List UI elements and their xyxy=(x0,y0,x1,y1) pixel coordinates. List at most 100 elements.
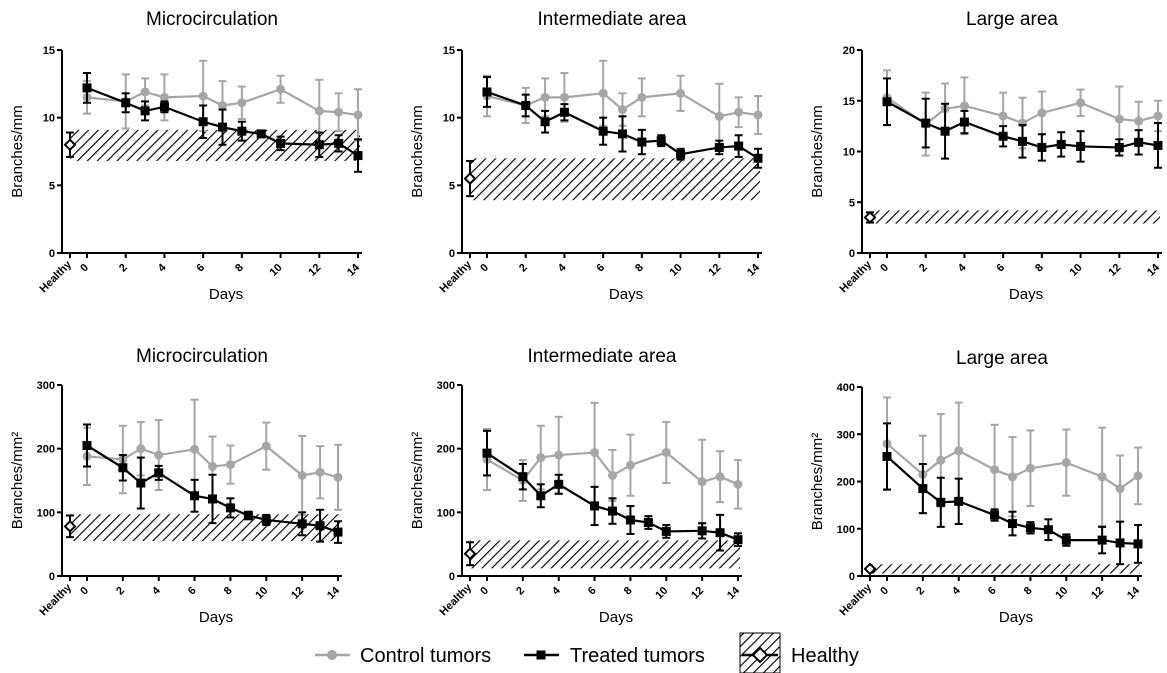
data-point-treated xyxy=(656,136,666,146)
y-tick-label: 10 xyxy=(443,113,455,125)
data-point-treated xyxy=(936,497,946,507)
x-tick-label: 12 xyxy=(306,262,323,279)
x-tick-label: 14 xyxy=(345,261,363,279)
chart-panel-3: Large area 0 5 10 15 20 Healthy 0 2 4 6 8 10 12 14 Days… xyxy=(809,9,1163,303)
y-axis-label: Branches/mm xyxy=(409,105,426,198)
data-point-control xyxy=(1076,98,1086,108)
data-point-control xyxy=(1133,471,1143,481)
x-tick-label: 12 xyxy=(289,585,306,602)
legend-control-label: Control tumors xyxy=(360,645,491,667)
data-point-treated xyxy=(625,515,635,525)
data-point-control xyxy=(208,461,217,471)
data-point-treated xyxy=(333,527,343,537)
data-point-treated xyxy=(990,510,1000,520)
data-point-control xyxy=(334,107,344,117)
healthy-range-band xyxy=(870,564,1140,574)
y-tick-label: 400 xyxy=(837,382,855,394)
healthy-range-band xyxy=(470,158,760,201)
y-tick-label: 100 xyxy=(437,507,455,519)
data-point-control xyxy=(540,92,550,102)
chart-panel-4: Microcirculation 0 100 200 300 Healthy 0 2 4 6 8 10… xyxy=(9,346,343,626)
chart-panel-2: Intermediate area 0 5 10 15 Healthy 0 2 4 6 8 10 12 1… xyxy=(409,9,763,303)
data-point-control xyxy=(733,479,743,489)
data-point-treated xyxy=(518,472,528,482)
data-point-control xyxy=(1134,116,1144,126)
legend-item-control: Control tumors xyxy=(315,645,491,667)
y-axis-label: Branches/mm xyxy=(809,105,826,198)
chart-title: Intermediate area xyxy=(538,9,687,30)
x-tick-label: Healthy xyxy=(838,258,875,295)
x-tick-label: 10 xyxy=(1068,262,1085,279)
healthy-point xyxy=(63,519,77,533)
x-tick-label: 6 xyxy=(986,585,999,598)
x-tick-label: 8 xyxy=(1033,262,1046,275)
data-point-treated xyxy=(559,107,569,117)
y-tick-label: 0 xyxy=(849,248,855,260)
data-point-treated xyxy=(276,138,286,148)
data-point-treated xyxy=(82,83,92,93)
x-tick-label: 8 xyxy=(633,262,646,275)
y-axis-label: Branches/mm² xyxy=(9,432,26,530)
data-point-treated xyxy=(225,503,235,513)
data-point-control xyxy=(608,470,617,480)
x-tick-label: 6 xyxy=(586,585,599,598)
y-tick-label: 0 xyxy=(449,248,455,260)
x-tick-label: 4 xyxy=(156,261,169,274)
x-tick-label: 12 xyxy=(1106,262,1123,279)
x-axis-label: Days xyxy=(199,609,233,626)
x-tick-label: Healthy xyxy=(438,258,475,295)
data-point-control xyxy=(715,472,725,482)
data-point-control xyxy=(1114,114,1124,124)
data-point-treated xyxy=(154,468,164,478)
data-point-treated xyxy=(918,484,928,494)
x-axis-label: Days xyxy=(999,609,1033,626)
healthy-point xyxy=(863,211,877,224)
data-point-control xyxy=(225,460,235,470)
data-point-control xyxy=(714,111,724,121)
y-tick-label: 5 xyxy=(849,197,855,209)
y-tick-label: 20 xyxy=(843,45,855,57)
series-treated xyxy=(882,422,1143,566)
data-point-treated xyxy=(643,518,653,528)
data-point-control xyxy=(1037,108,1047,118)
data-point-control xyxy=(697,477,707,487)
chart-title: Large area xyxy=(966,9,1058,30)
data-point-treated xyxy=(1025,523,1035,533)
data-point-treated xyxy=(1115,538,1125,548)
data-point-control xyxy=(297,470,307,480)
data-point-treated xyxy=(1097,535,1107,545)
data-point-treated xyxy=(1061,535,1071,545)
data-point-treated xyxy=(540,117,550,127)
chart-panel-6: Large area 0 100 200 300 400 Healthy 0 2 4 6 8 10 12 1… xyxy=(809,348,1143,626)
x-tick-label: 2 xyxy=(514,585,527,598)
x-tick-label: 8 xyxy=(233,262,246,275)
data-point-control xyxy=(959,101,969,111)
y-tick-label: 200 xyxy=(437,444,455,456)
x-tick-label: 0 xyxy=(78,262,91,275)
data-point-control xyxy=(237,98,247,108)
data-point-treated xyxy=(714,142,724,152)
data-point-treated xyxy=(256,129,266,139)
x-tick-label: 10 xyxy=(268,262,285,279)
x-tick-label: Healthy xyxy=(38,258,75,295)
data-point-control xyxy=(1008,472,1017,482)
x-tick-label: 4 xyxy=(950,584,963,597)
data-point-treated xyxy=(753,153,763,163)
legend-control-marker xyxy=(327,650,337,660)
data-point-control xyxy=(1025,463,1035,473)
data-point-control xyxy=(1061,458,1071,468)
x-tick-label: 2 xyxy=(114,585,127,598)
data-point-control xyxy=(353,110,363,120)
data-point-treated xyxy=(1043,525,1053,535)
data-point-control xyxy=(1153,111,1163,121)
data-point-treated xyxy=(676,149,686,159)
data-point-control xyxy=(559,92,569,102)
chart-panel-5: Intermediate area 0 100 200 300 Healthy 0 2 4 6 8 1… xyxy=(409,346,743,626)
data-point-treated xyxy=(140,106,150,116)
y-tick-label: 0 xyxy=(849,571,855,583)
data-point-treated xyxy=(482,87,492,97)
data-point-control xyxy=(936,455,946,465)
data-point-control xyxy=(314,106,324,116)
